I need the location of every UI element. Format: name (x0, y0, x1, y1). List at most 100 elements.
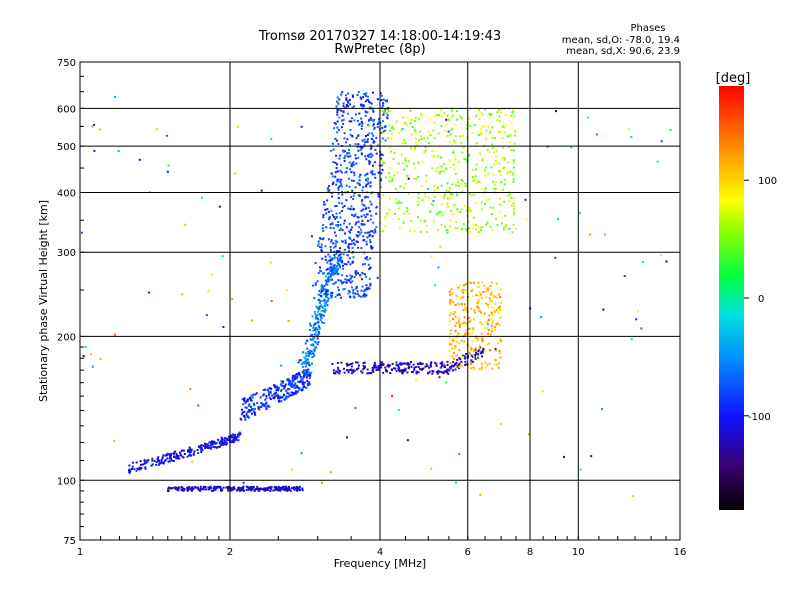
data-point (428, 366, 430, 369)
data-point (306, 370, 309, 373)
data-point (337, 178, 340, 181)
data-point (161, 456, 164, 459)
data-point (349, 363, 352, 365)
data-point (241, 411, 244, 414)
data-point (386, 212, 389, 215)
data-point (495, 218, 498, 221)
data-point (434, 115, 437, 118)
data-point (322, 309, 325, 312)
data-point (93, 123, 96, 126)
data-point (343, 248, 346, 251)
data-point (392, 128, 395, 131)
data-point (349, 103, 352, 106)
data-point (174, 486, 177, 489)
data-point (201, 196, 203, 199)
data-point (349, 296, 352, 299)
data-point (366, 258, 369, 261)
data-point (379, 131, 382, 134)
data-point (404, 141, 407, 144)
data-point (337, 267, 339, 270)
data-point (499, 301, 502, 304)
data-point (343, 204, 346, 207)
data-point (335, 216, 338, 218)
data-point (475, 142, 478, 145)
data-point (351, 189, 354, 192)
data-point (357, 91, 360, 94)
data-point (353, 174, 356, 177)
data-point (407, 193, 410, 196)
data-point (333, 254, 336, 256)
data-point (237, 488, 240, 491)
data-point (496, 111, 499, 114)
data-point (456, 358, 459, 361)
data-point (418, 139, 420, 141)
data-point (363, 361, 366, 364)
data-point (332, 227, 335, 230)
data-point (357, 143, 360, 146)
data-point (295, 377, 298, 380)
data-point (314, 346, 317, 349)
data-point (461, 151, 464, 154)
data-point (334, 137, 337, 140)
data-point (328, 216, 331, 218)
data-point (167, 489, 170, 492)
data-point (479, 344, 481, 347)
data-point (334, 245, 337, 248)
data-point (436, 167, 439, 170)
data-point (260, 402, 263, 405)
data-point (354, 143, 357, 146)
data-point (337, 179, 340, 182)
data-point (468, 227, 471, 230)
data-point (453, 311, 456, 314)
data-point (510, 121, 513, 124)
data-point (418, 367, 421, 370)
data-point (222, 443, 225, 446)
data-point (490, 317, 493, 320)
data-point (433, 189, 436, 192)
data-point (450, 338, 453, 341)
data-point (221, 438, 224, 440)
data-point (395, 361, 398, 364)
data-point (437, 369, 440, 372)
data-point (365, 178, 367, 181)
data-point (386, 138, 389, 140)
data-point (348, 152, 351, 155)
data-point (360, 98, 363, 101)
data-point (491, 300, 493, 303)
data-point (315, 305, 318, 308)
data-point (336, 286, 339, 289)
data-point (468, 117, 471, 120)
data-point (384, 368, 387, 371)
data-point (361, 139, 364, 142)
data-point (351, 226, 354, 229)
data-point (485, 138, 487, 141)
data-point (242, 489, 245, 492)
data-point (372, 109, 375, 112)
data-point (504, 124, 507, 127)
data-point (471, 169, 474, 172)
data-point (490, 291, 493, 294)
data-point (499, 288, 502, 291)
data-point (394, 188, 397, 191)
data-point (445, 118, 448, 121)
data-point (415, 178, 418, 181)
data-point (384, 366, 387, 369)
data-point (466, 161, 469, 164)
data-point (364, 94, 367, 97)
data-point (312, 343, 315, 346)
data-point (382, 113, 385, 116)
data-point (348, 161, 351, 164)
data-point (493, 183, 496, 186)
data-point (305, 376, 308, 379)
data-point (384, 129, 387, 132)
data-point (389, 129, 392, 132)
data-point (447, 205, 450, 208)
y-tick-label: 600 (57, 104, 76, 115)
data-point (359, 228, 362, 231)
data-point (342, 267, 344, 270)
data-point (490, 281, 493, 284)
data-point (373, 173, 376, 176)
data-point (470, 307, 473, 310)
x-axis: 1 2 4 6 8 10 16 (77, 536, 686, 558)
data-point (461, 190, 464, 193)
